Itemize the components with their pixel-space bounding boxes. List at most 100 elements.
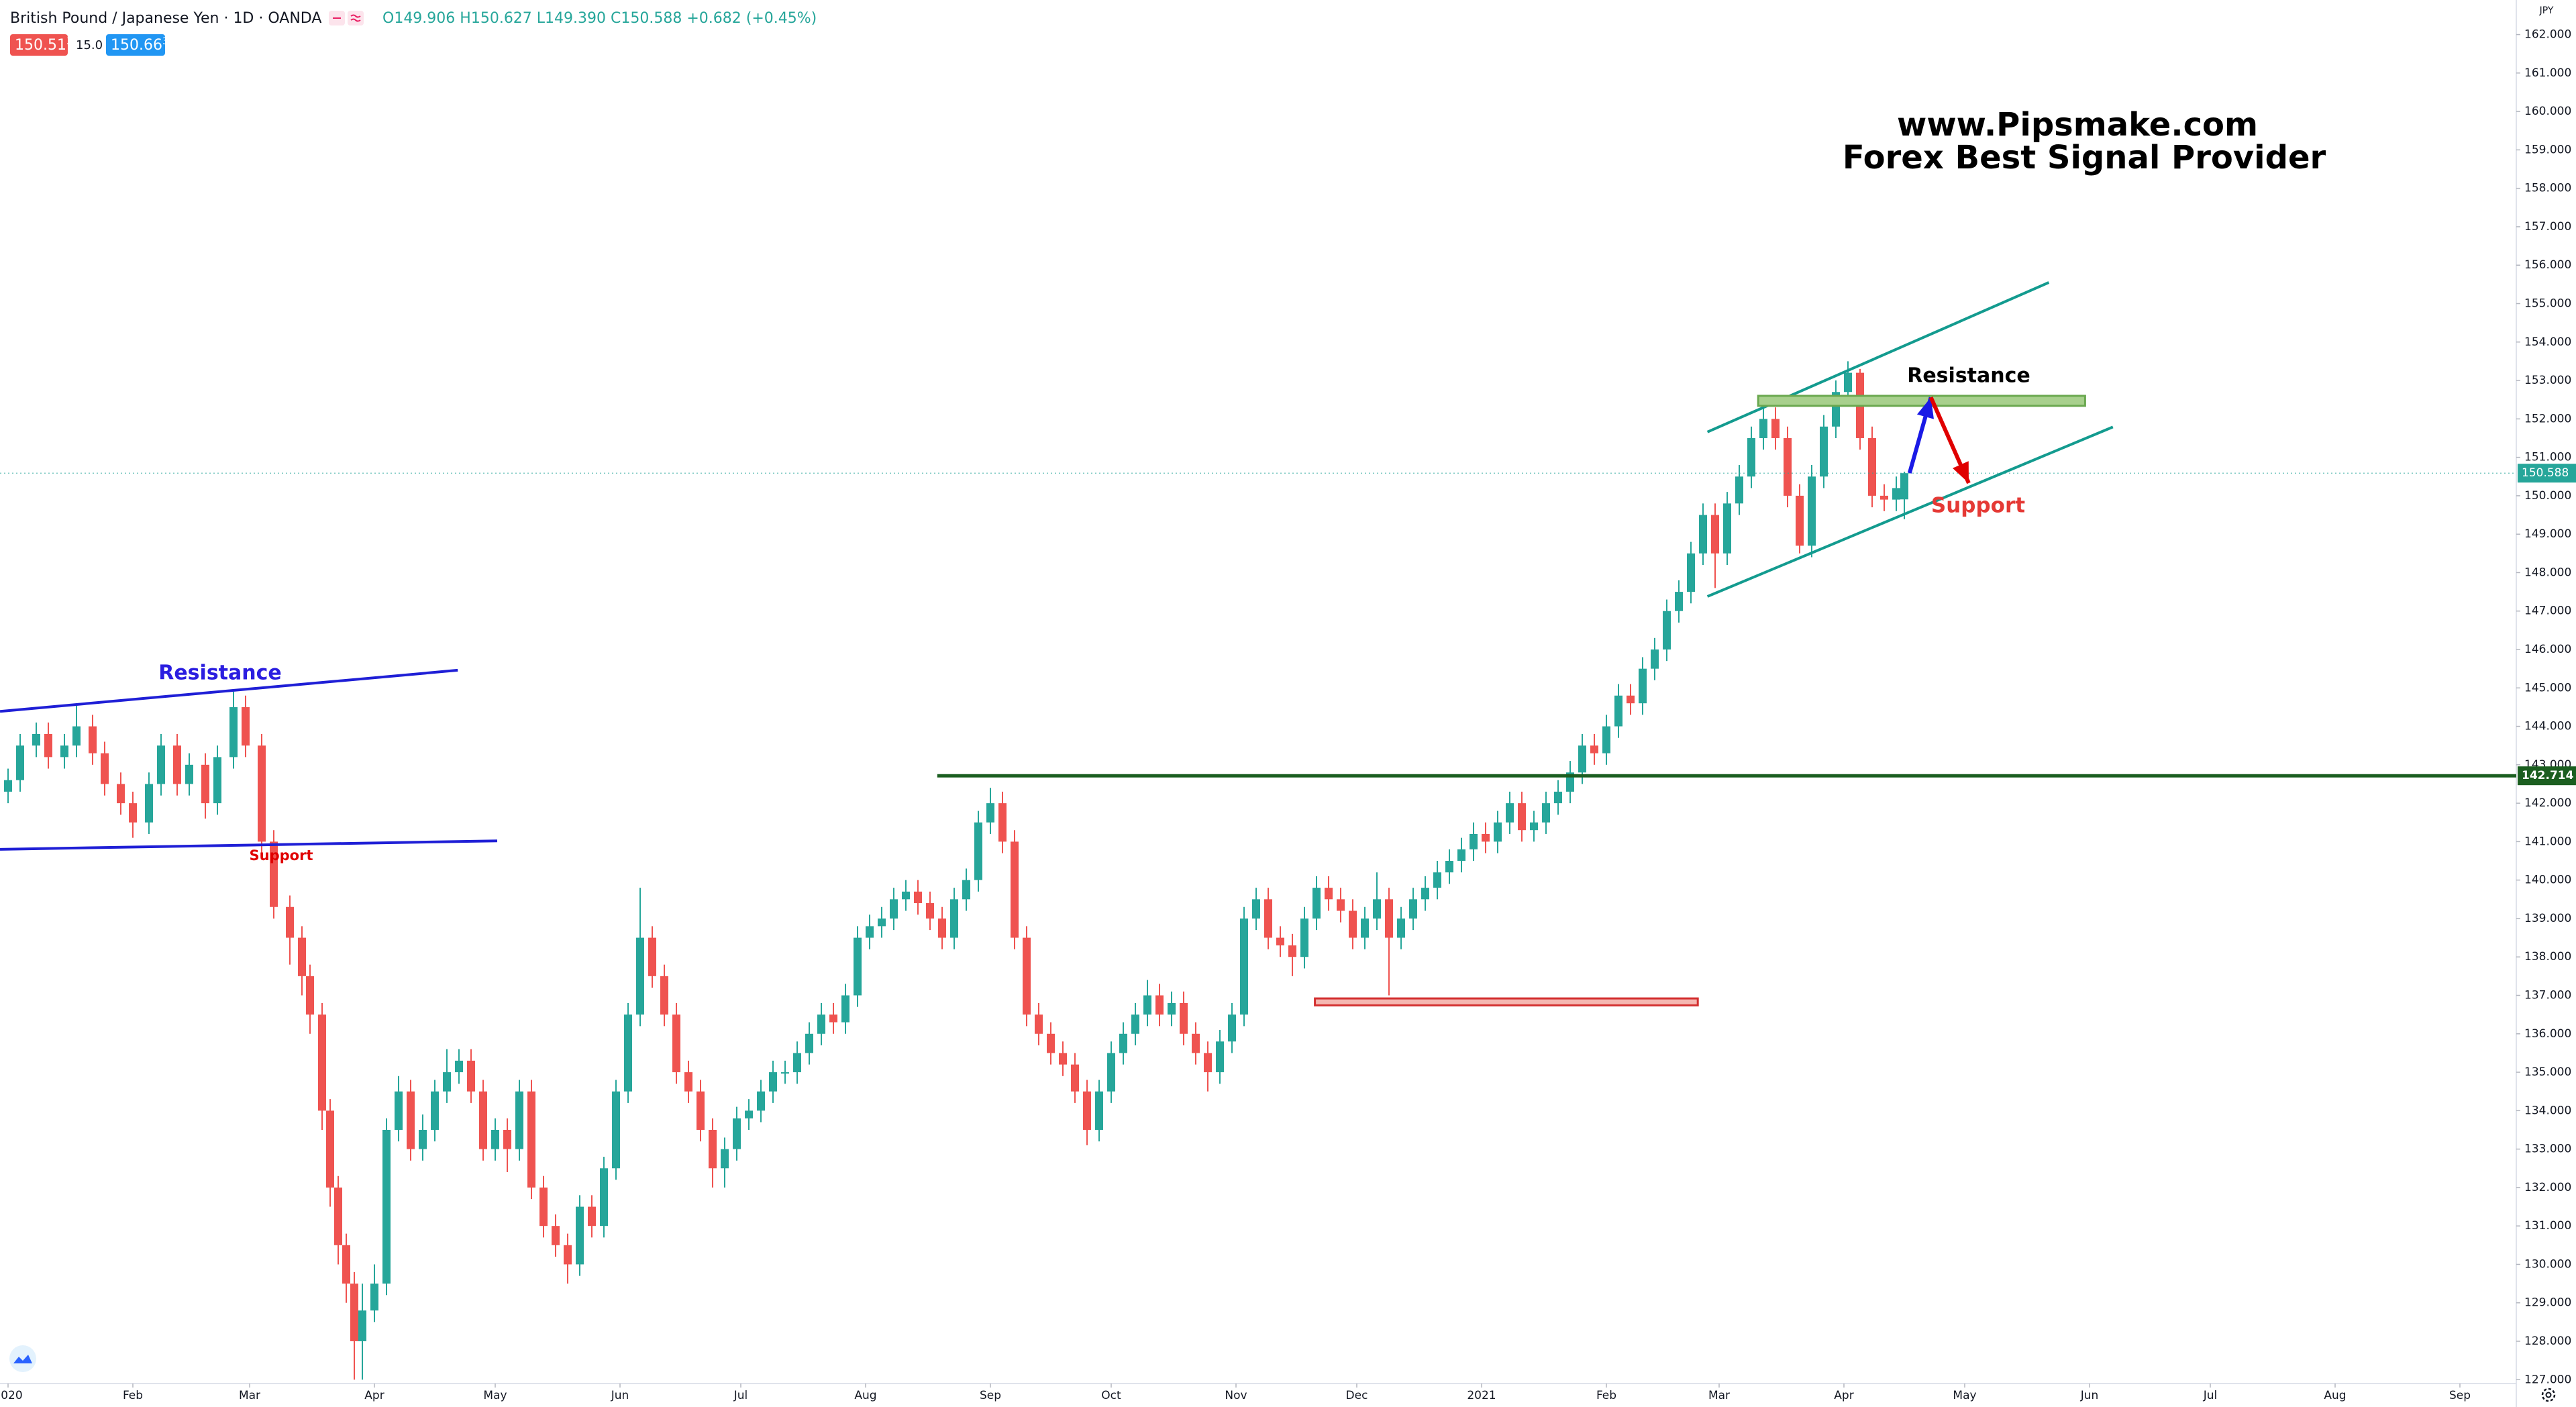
candle-body	[1711, 515, 1719, 554]
sell-button[interactable]	[10, 34, 68, 56]
candle-body	[769, 1072, 777, 1092]
candle-body	[962, 880, 970, 900]
candle-body	[173, 745, 181, 784]
candle-body	[1542, 803, 1550, 823]
candle-body	[1675, 592, 1683, 611]
candle-body	[588, 1206, 596, 1227]
candle-body	[1687, 553, 1695, 592]
y-tick-label: 144.000	[2524, 720, 2571, 733]
annotation-text: www.Pipsmake.com	[1897, 106, 2258, 144]
compare-button[interactable]	[348, 11, 364, 25]
candle-body	[4, 780, 12, 792]
candle-body	[1047, 1033, 1055, 1053]
candle-body	[793, 1053, 801, 1073]
candle-body	[660, 976, 668, 1015]
candle-body	[443, 1072, 451, 1092]
buy-main: 150.66	[111, 37, 162, 54]
x-tick-label: Jun	[611, 1389, 629, 1402]
candle-body	[117, 784, 125, 804]
tradingview-logo[interactable]	[9, 1345, 36, 1372]
candle-body	[1433, 872, 1441, 888]
candle-body	[145, 784, 153, 823]
candle-body	[1506, 803, 1514, 823]
candle-body	[866, 926, 874, 938]
y-tick-label: 146.000	[2524, 643, 2571, 656]
candle-body	[817, 1014, 825, 1034]
candle-body	[89, 726, 97, 753]
candle-body	[1457, 849, 1465, 862]
y-tick-label: 152.000	[2524, 412, 2571, 425]
candle-body	[318, 1014, 326, 1111]
candle-body	[1796, 495, 1804, 546]
candle-body	[636, 937, 644, 1015]
candle-body	[16, 745, 24, 780]
candle-body	[491, 1129, 499, 1149]
candle-body	[878, 918, 886, 927]
y-tick-label: 153.000	[2524, 374, 2571, 387]
last-price-label: 150.588	[2522, 466, 2569, 480]
y-tick-label: 134.000	[2524, 1104, 2571, 1117]
candle-body	[1771, 419, 1780, 438]
x-tick-label: Feb	[123, 1389, 143, 1402]
candle-body	[1059, 1053, 1067, 1065]
candle-body	[1180, 1002, 1188, 1034]
gear-inner	[2545, 1392, 2552, 1398]
candle-body	[926, 903, 934, 919]
x-tick-label: Dec	[1346, 1389, 1368, 1402]
candle-body	[721, 1149, 729, 1169]
candle-body	[1892, 488, 1900, 500]
y-tick-label: 137.000	[2524, 988, 2571, 1002]
candle-body	[672, 1014, 680, 1073]
y-tick-label: 142.000	[2524, 796, 2571, 810]
candle-body	[1349, 910, 1357, 938]
candle-body	[1276, 937, 1284, 946]
candle-body	[1639, 668, 1647, 704]
candle-body	[1470, 833, 1478, 849]
candle-body	[950, 899, 958, 938]
trend-line	[1706, 281, 2050, 433]
y-tick-label: 160.000	[2524, 105, 2571, 118]
candle-body	[829, 1014, 837, 1023]
candle-body	[1880, 495, 1888, 500]
y-tick-label: 145.000	[2524, 681, 2571, 694]
candle-body	[938, 918, 946, 938]
candle-body	[1409, 899, 1417, 919]
y-tick-label: 148.000	[2524, 566, 2571, 579]
candle-body	[306, 976, 314, 1015]
candle-body	[781, 1072, 789, 1074]
candle-body	[213, 757, 221, 804]
candle-body	[1361, 918, 1369, 938]
candle-body	[1240, 918, 1248, 1015]
spread: 15.0	[76, 38, 103, 52]
y-tick-label: 150.000	[2524, 489, 2571, 503]
legend-header: British Pound / Japanese Yen · 1D · OAND…	[10, 10, 817, 56]
x-tick-label: 2021	[1467, 1389, 1496, 1402]
candle-body	[684, 1072, 692, 1092]
y-tick-label: 156.000	[2524, 258, 2571, 272]
candle-body	[1300, 918, 1308, 957]
candle-body	[1071, 1064, 1079, 1092]
candle-body	[1083, 1091, 1091, 1130]
settings-button[interactable]	[2541, 1388, 2556, 1402]
candle-body	[564, 1245, 572, 1265]
candle-body	[1216, 1041, 1224, 1073]
x-tick-label: Sep	[980, 1389, 1001, 1402]
buy-button[interactable]	[106, 34, 165, 56]
x-tick-label: 2020	[0, 1389, 23, 1402]
candle-body	[1445, 861, 1453, 873]
sell-price: 150.513	[15, 36, 72, 54]
y-tick-label: 139.000	[2524, 912, 2571, 925]
candle-body	[1784, 437, 1792, 496]
candle-body	[600, 1168, 608, 1227]
candle-body	[515, 1091, 523, 1149]
y-tick-label: 135.000	[2524, 1065, 2571, 1079]
candle-body	[1554, 791, 1562, 804]
candle-body	[697, 1091, 705, 1130]
candle-body	[201, 764, 209, 804]
candle-body	[1578, 745, 1586, 773]
candle-body	[1494, 822, 1502, 842]
candle-body	[44, 734, 52, 758]
ohlc-values: O149.906 H150.627 L149.390 C150.588 +0.6…	[382, 10, 817, 27]
y-tick-label: 151.000	[2524, 451, 2571, 464]
candle-body	[805, 1033, 813, 1053]
